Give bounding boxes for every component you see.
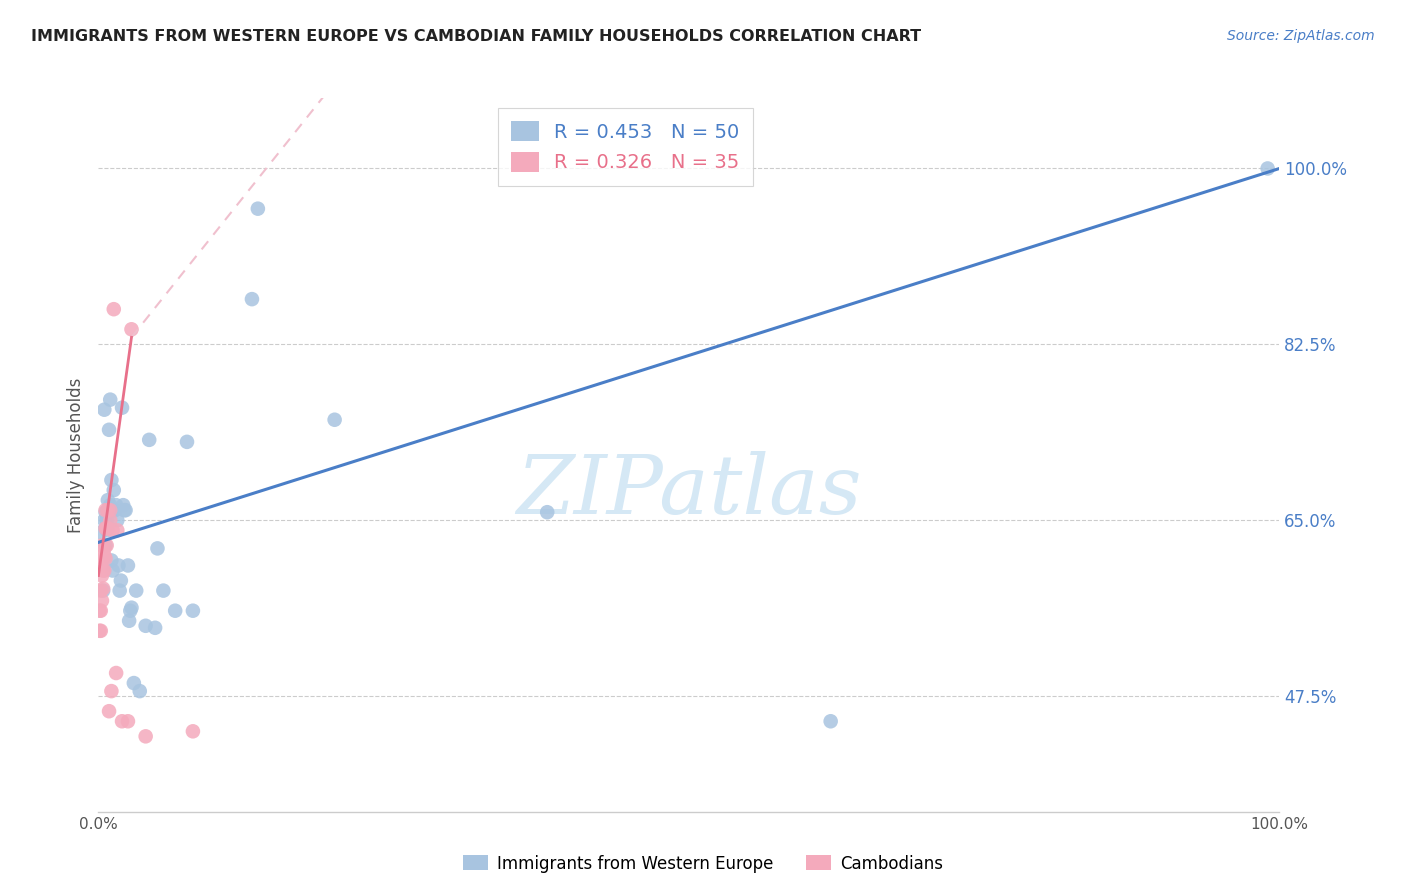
Point (118, 614, 141, 628)
Point (114, 503, 136, 517)
Point (135, 619, 157, 633)
Point (96, 513, 118, 527)
Point (323, 413, 346, 427)
Point (91, 568, 114, 582)
Point (128, 684, 150, 698)
Point (98, 498, 121, 512)
Point (98, 423, 121, 437)
Point (98, 513, 121, 527)
Point (93, 564, 115, 578)
Point (97, 503, 120, 517)
Point (91, 564, 114, 578)
Point (101, 524, 124, 538)
Point (181, 604, 204, 618)
Point (110, 574, 132, 588)
Point (536, 505, 558, 519)
Point (152, 583, 174, 598)
Point (98, 503, 121, 517)
Point (121, 600, 143, 615)
Point (93, 541, 115, 556)
Point (94, 551, 117, 566)
Point (117, 714, 139, 729)
Point (91, 593, 114, 607)
Point (138, 433, 160, 447)
Point (98, 704, 121, 718)
Point (97, 503, 120, 517)
Point (111, 714, 134, 729)
Point (94, 521, 117, 535)
Point (91, 551, 114, 566)
Point (93, 402, 115, 417)
Legend: R = 0.453   N = 50, R = 0.326   N = 35: R = 0.453 N = 50, R = 0.326 N = 35 (498, 108, 754, 186)
Point (105, 513, 128, 527)
Point (93, 513, 115, 527)
Point (97, 521, 120, 535)
Point (98, 503, 121, 517)
Point (90, 624, 112, 638)
Point (111, 401, 134, 415)
Point (90, 525, 112, 540)
Point (107, 558, 129, 573)
Point (91, 582, 114, 596)
Point (94, 505, 117, 519)
Point (146, 541, 169, 556)
Point (103, 483, 125, 497)
Point (135, 729, 157, 743)
Point (104, 503, 127, 517)
Text: Source: ZipAtlas.com: Source: ZipAtlas.com (1227, 29, 1375, 43)
Point (97, 493, 120, 508)
Point (240, 292, 263, 306)
Text: ZIPatlas: ZIPatlas (516, 450, 862, 531)
Point (91, 538, 114, 552)
Point (105, 524, 128, 538)
Point (89, 604, 111, 618)
Point (98, 392, 121, 407)
Point (117, 558, 139, 573)
Point (90, 604, 112, 618)
Point (103, 503, 125, 517)
Point (165, 604, 187, 618)
Point (93, 549, 115, 563)
Point (112, 498, 135, 512)
Point (100, 553, 122, 567)
Legend: Immigrants from Western Europe, Cambodians: Immigrants from Western Europe, Cambodia… (457, 848, 949, 880)
Point (181, 724, 204, 739)
Point (96, 521, 118, 535)
Point (90, 583, 112, 598)
Point (101, 564, 124, 578)
Point (125, 583, 148, 598)
Point (100, 473, 122, 487)
Point (89, 558, 111, 573)
Point (96, 524, 118, 538)
Point (143, 621, 166, 635)
Point (121, 322, 143, 336)
Point (91, 583, 114, 598)
Point (108, 583, 131, 598)
Point (105, 498, 128, 512)
Point (94, 538, 117, 552)
Point (246, 202, 269, 216)
Point (112, 503, 135, 517)
Point (96, 538, 118, 552)
Text: IMMIGRANTS FROM WESTERN EUROPE VS CAMBODIAN FAMILY HOUSEHOLDS CORRELATION CHART: IMMIGRANTS FROM WESTERN EUROPE VS CAMBOD… (31, 29, 921, 44)
Point (176, 434, 198, 449)
Point (100, 684, 122, 698)
Point (94, 503, 117, 517)
Point (105, 666, 128, 681)
Point (820, 714, 842, 729)
Point (122, 676, 145, 690)
Y-axis label: Family Households: Family Households (66, 377, 84, 533)
Point (120, 604, 142, 618)
Point (1257, 161, 1279, 176)
Point (89, 624, 111, 638)
Point (103, 302, 125, 317)
